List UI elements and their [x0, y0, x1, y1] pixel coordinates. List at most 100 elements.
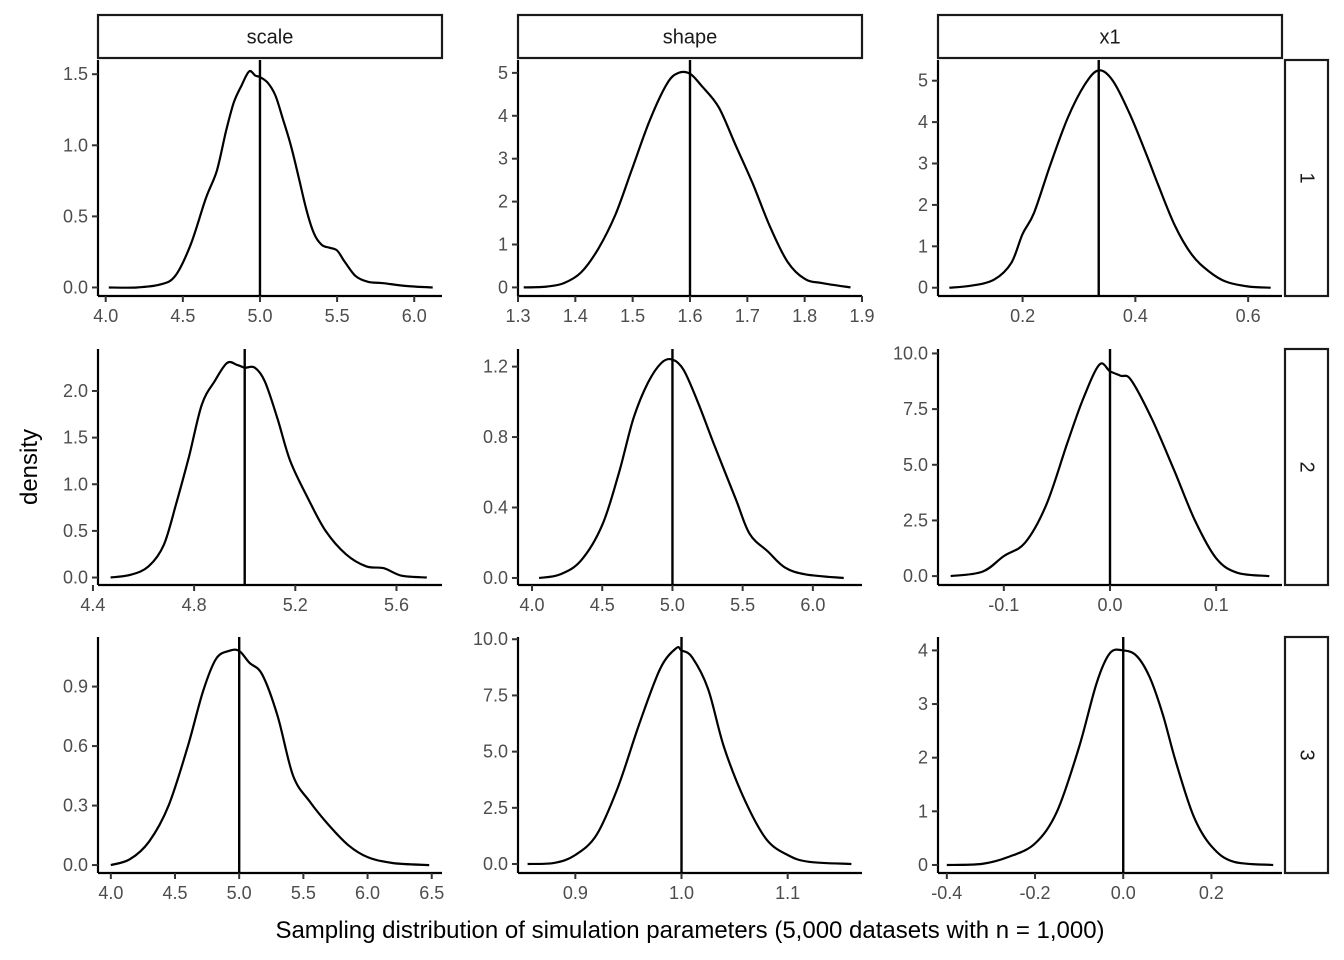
panel-shape-2-x-tick-label: 4.0	[520, 595, 545, 615]
panel-scale-3-y-tick-label: 0.9	[63, 677, 88, 697]
panel-scale-2-y-tick-label: 1.5	[63, 428, 88, 448]
panel-shape-1-x-tick-label: 1.9	[849, 306, 874, 326]
panel-scale-2-x-tick-label: 5.2	[283, 595, 308, 615]
panel-x1-2-y-tick-label: 7.5	[903, 399, 928, 419]
panel-shape-1-y-tick-label: 5	[498, 63, 508, 83]
panel-x1-1-y-tick-label: 5	[918, 71, 928, 91]
strip-shape-label: shape	[663, 27, 718, 49]
panel-x1-1-x-tick-label: 0.2	[1010, 306, 1035, 326]
panel-x1-2-y-tick-label: 5.0	[903, 455, 928, 475]
panel-shape-1-x-tick-label: 1.3	[505, 306, 530, 326]
panel-shape-2: 0.0 0.4 0.8 1.2 4.0 4.5 5.0 5.5 6.0	[483, 349, 862, 615]
panel-shape-3-y-tick-label: 10.0	[473, 629, 508, 649]
panel-x1-2-x-tick-label: 0.0	[1097, 595, 1122, 615]
panel-scale-1-x-tick-label: 6.0	[402, 306, 427, 326]
strip-row-3-box	[1283, 635, 1330, 875]
panel-x1-2-x-tick-label: 0.1	[1204, 595, 1229, 615]
panel-shape-3-x-tick-label: 1.1	[775, 883, 800, 903]
panel-scale-2-y-tick-label: 0.5	[63, 521, 88, 541]
panel-scale-3-x-tick-label: 4.0	[98, 883, 123, 903]
panel-shape-1-x-tick-label: 1.8	[792, 306, 817, 326]
panel-shape-1-x-tick-label: 1.6	[677, 306, 702, 326]
panel-shape-3-x-tick-label: 0.9	[563, 883, 588, 903]
panel-shape-1-y-tick-label: 3	[498, 149, 508, 169]
panel-scale-3-y-tick-label: 0.3	[63, 796, 88, 816]
panel-shape-1-density-curve	[523, 70, 851, 289]
panel-shape-1-y-tick-label: 4	[498, 106, 508, 126]
panel-x1-2-x-tick-label: -0.1	[988, 595, 1019, 615]
panel-x1-1-density-curve	[949, 69, 1271, 289]
panel-x1-2: 0.0 2.5 5.0 7.5 10.0 -0.1 0.0 0.1	[893, 343, 1282, 615]
panel-shape-3-y-tick-label: 2.5	[483, 798, 508, 818]
panel-shape-2-y-tick-label: 0.8	[483, 427, 508, 447]
panel-shape-3-density-curve	[527, 646, 852, 866]
panel-shape-2-density-curve	[538, 357, 844, 580]
panel-scale-2-x-tick-label: 4.4	[80, 595, 105, 615]
panel-shape-1-x-tick-label: 1.7	[735, 306, 760, 326]
panel-scale-3-y-tick-label: 0.6	[63, 736, 88, 756]
strip-row-1-box	[1283, 58, 1330, 298]
panel-shape-3-y-tick-label: 5.0	[483, 742, 508, 762]
panel-shape-3-y-tick-label: 0.0	[483, 854, 508, 874]
panel-shape-3-y-tick-label: 7.5	[483, 685, 508, 705]
panel-scale-2-density-curve	[110, 360, 427, 579]
panel-shape-3-x-tick-label: 1.0	[669, 883, 694, 903]
panel-shape-1: 0 1 2 3 4 5 1.3 1.4 1.5 1.6 1.7 1.8 1.9	[498, 60, 875, 326]
panel-x1-2-y-tick-label: 10.0	[893, 343, 928, 363]
panel-x1-3: 0 1 2 3 4 -0.4 -0.2 0.0 0.2	[918, 637, 1282, 903]
strip-x1-label: x1	[1099, 27, 1120, 49]
panel-scale-3-x-tick-label: 5.5	[291, 883, 316, 903]
panel-shape-2-y-tick-label: 0.0	[483, 568, 508, 588]
panel-shape-2-x-tick-label: 5.0	[660, 595, 685, 615]
panel-scale-1-y-tick-label: 0.0	[63, 277, 88, 297]
panel-scale-3-x-tick-label: 5.0	[227, 883, 252, 903]
panel-scale-3-density-curve	[110, 648, 430, 867]
x-axis-title: Sampling distribution of simulation para…	[275, 917, 1104, 944]
panel-x1-1-y-tick-label: 2	[918, 195, 928, 215]
panel-scale-1-y-tick-label: 0.5	[63, 206, 88, 226]
panel-shape-1-y-tick-label: 0	[498, 277, 508, 297]
panel-x1-3-x-tick-label: 0.2	[1199, 883, 1224, 903]
panel-scale-1-x-tick-label: 4.0	[93, 306, 118, 326]
panel-shape-2-x-tick-label: 4.5	[590, 595, 615, 615]
panel-x1-1: 0 1 2 3 4 5 0.2 0.4 0.6	[918, 60, 1282, 326]
panel-x1-3-x-tick-label: 0.0	[1111, 883, 1136, 903]
panel-x1-3-y-tick-label: 0	[918, 855, 928, 875]
panel-shape-3: 0.0 2.5 5.0 7.5 10.0 0.9 1.0 1.1	[473, 629, 862, 903]
panel-scale-1-y-tick-label: 1.5	[63, 64, 88, 84]
panel-shape-2-x-tick-label: 5.5	[730, 595, 755, 615]
panel-scale-1-x-tick-label: 4.5	[170, 306, 195, 326]
panel-scale-2-y-tick-label: 0.0	[63, 568, 88, 588]
panel-x1-3-y-tick-label: 1	[918, 801, 928, 821]
panel-x1-2-y-tick-label: 2.5	[903, 510, 928, 530]
panel-scale-1-density-curve	[108, 69, 433, 289]
panel-shape-2-y-tick-label: 1.2	[483, 357, 508, 377]
panel-scale-3-x-tick-label: 6.0	[355, 883, 380, 903]
panel-shape-2-x-tick-label: 6.0	[800, 595, 825, 615]
strip-row-1-label: 1	[1296, 172, 1318, 183]
strip-shape-box	[516, 13, 864, 60]
panel-x1-1-y-tick-label: 3	[918, 154, 928, 174]
panel-scale-3: 0.0 0.3 0.6 0.9 4.0 4.5 5.0 5.5 6.0 6.5	[63, 637, 444, 903]
strip-row-3-label: 3	[1296, 749, 1318, 760]
panel-x1-3-x-tick-label: -0.4	[931, 883, 962, 903]
panel-scale-3-x-tick-label: 4.5	[162, 883, 187, 903]
panel-scale-3-x-tick-label: 6.5	[419, 883, 444, 903]
strip-row-2-label: 2	[1296, 461, 1318, 472]
panel-x1-3-y-tick-label: 2	[918, 748, 928, 768]
strip-scale-box	[96, 13, 444, 60]
strip-x1-box	[936, 13, 1284, 60]
panel-x1-1-y-tick-label: 0	[918, 278, 928, 298]
panel-scale-2-y-tick-label: 1.0	[63, 474, 88, 494]
panel-x1-3-y-tick-label: 3	[918, 694, 928, 714]
strip-row-2-box	[1283, 347, 1330, 587]
panel-scale-2-x-tick-label: 5.6	[384, 595, 409, 615]
panel-scale-2-y-tick-label: 2.0	[63, 381, 88, 401]
panel-shape-1-y-tick-label: 2	[498, 192, 508, 212]
panel-x1-3-x-tick-label: -0.2	[1020, 883, 1051, 903]
panel-x1-3-y-tick-label: 4	[918, 640, 928, 660]
panel-x1-3-density-curve	[946, 648, 1274, 867]
panel-x1-2-y-tick-label: 0.0	[903, 566, 928, 586]
